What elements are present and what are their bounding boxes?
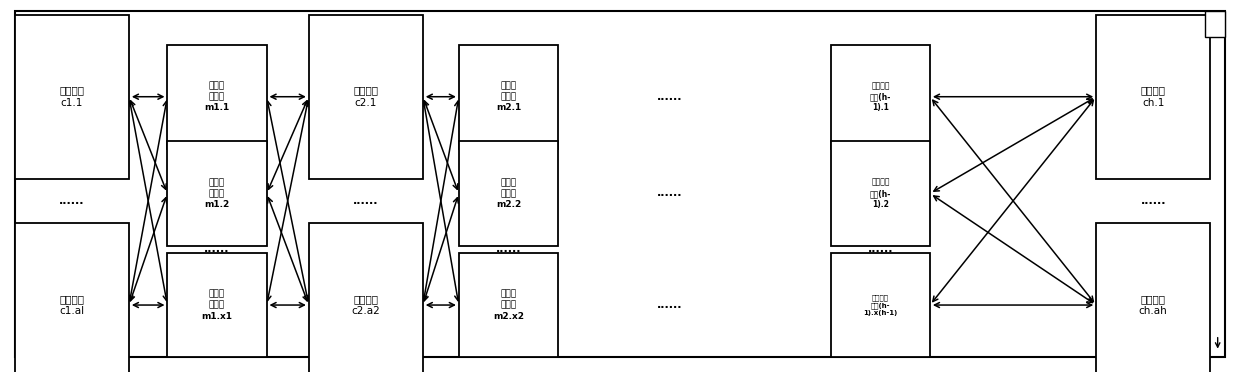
Text: 存储器芯
片组(h-
1).1: 存储器芯 片组(h- 1).1 (869, 81, 892, 112)
Text: 存储器芯
片组(h-
1).2: 存储器芯 片组(h- 1).2 (869, 178, 892, 209)
Text: ......: ...... (60, 196, 84, 206)
Bar (15, 15, 129, 179)
Text: 存储器
芯片组
m1.x1: 存储器 芯片组 m1.x1 (201, 289, 233, 321)
Bar (459, 141, 558, 246)
Bar (1096, 15, 1210, 179)
Text: ......: ...... (868, 244, 893, 254)
Text: 存储器
芯片组
m2.1: 存储器 芯片组 m2.1 (496, 81, 521, 112)
Text: 计算芯片
c2.1: 计算芯片 c2.1 (353, 86, 378, 108)
Bar (459, 45, 558, 149)
Text: ......: ...... (657, 189, 682, 198)
Text: 存储器
芯片组
m1.1: 存储器 芯片组 m1.1 (205, 81, 229, 112)
Text: 计算芯片
ch.ah: 计算芯片 ch.ah (1138, 294, 1168, 316)
Text: 存储器
芯片组
m1.2: 存储器 芯片组 m1.2 (205, 178, 229, 209)
Bar (831, 45, 930, 149)
Bar (459, 253, 558, 357)
Bar (15, 223, 129, 372)
Text: ......: ...... (353, 196, 378, 206)
Bar (1096, 223, 1210, 372)
Text: 计算芯片
c2.a2: 计算芯片 c2.a2 (351, 294, 381, 316)
Bar (167, 141, 267, 246)
Bar (1205, 11, 1225, 37)
Text: ......: ...... (1141, 196, 1166, 206)
Text: 计算芯片
ch.1: 计算芯片 ch.1 (1141, 86, 1166, 108)
Text: ......: ...... (496, 244, 521, 254)
Bar (831, 141, 930, 246)
Text: ......: ...... (205, 244, 229, 254)
Bar (309, 223, 423, 372)
Bar (831, 253, 930, 357)
Text: 计算芯片
c1.1: 计算芯片 c1.1 (60, 86, 84, 108)
Text: 存储器
芯片组
m2.x2: 存储器 芯片组 m2.x2 (492, 289, 523, 321)
Text: ......: ...... (657, 92, 682, 102)
Bar (167, 45, 267, 149)
Bar (309, 15, 423, 179)
Text: 计算芯片
c1.al: 计算芯片 c1.al (60, 294, 84, 316)
Text: 存储器
芯片组
m2.2: 存储器 芯片组 m2.2 (496, 178, 521, 209)
Text: ......: ...... (657, 300, 682, 310)
Text: 存储器芯
片组(h-
1).x(h-1): 存储器芯 片组(h- 1).x(h-1) (863, 294, 898, 316)
Bar (167, 253, 267, 357)
